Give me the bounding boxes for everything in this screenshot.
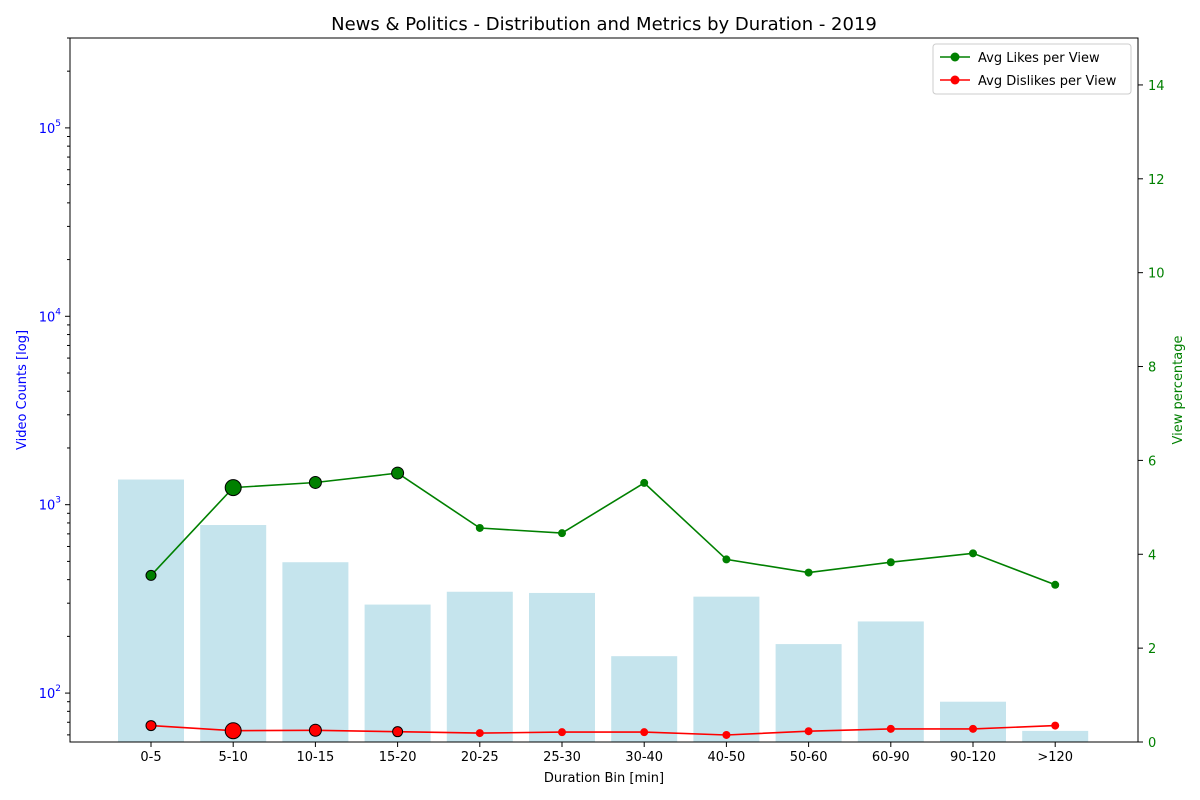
x-tick-label: 40-50 xyxy=(708,750,746,765)
series-1-point xyxy=(224,722,242,740)
x-tick-label: 90-120 xyxy=(950,750,996,765)
series-1-point xyxy=(804,727,813,736)
y-left-tick-label: 105 xyxy=(39,119,61,137)
series-0-point xyxy=(886,558,895,567)
series-0-point xyxy=(1051,580,1060,589)
x-tick-label: 0-5 xyxy=(140,750,161,765)
series-0-point xyxy=(804,568,813,577)
series-1-point xyxy=(145,720,157,732)
series-1-point xyxy=(475,729,484,738)
bar-20-25 xyxy=(446,591,513,742)
y-left-axis-ticks: 102 103 104 105 xyxy=(39,37,70,736)
x-tick-label: 25-30 xyxy=(543,750,581,765)
y-right-axis-label: View percentage xyxy=(1171,336,1186,445)
series-0-point xyxy=(558,529,566,538)
lines-layer xyxy=(145,466,1060,740)
x-axis-label: Duration Bin [min] xyxy=(544,771,664,786)
y-right-tick-label: 4 xyxy=(1148,548,1156,563)
series-1-point xyxy=(722,730,731,739)
x-tick-label: 5-10 xyxy=(218,750,248,765)
y-left-axis-label: Video Counts [log] xyxy=(15,330,30,450)
x-axis-ticks: 0-5 5-10 10-15 15-20 20-25 25-30 30-40 40-50 50-… xyxy=(140,742,1073,765)
y-left-tick-label: 102 xyxy=(39,684,61,702)
y-right-tick-label: 0 xyxy=(1148,736,1156,751)
legend-box xyxy=(932,43,1132,95)
chart-title: News & Politics - Distribution and Metri… xyxy=(331,14,877,35)
series-line-1 xyxy=(150,724,1056,736)
x-tick-label: 50-60 xyxy=(790,750,828,765)
bar-0-5 xyxy=(118,479,184,742)
bar-90-120 xyxy=(940,701,1006,742)
bar-5-10 xyxy=(200,525,267,742)
bar-60-90 xyxy=(857,621,924,742)
series-1-point xyxy=(558,728,566,737)
x-tick-label: >120 xyxy=(1037,750,1073,765)
legend-likes-marker xyxy=(950,52,960,62)
x-tick-label: 60-90 xyxy=(872,750,910,765)
y-right-tick-label: 2 xyxy=(1148,642,1156,657)
series-1-point xyxy=(392,726,404,738)
plot-frame xyxy=(69,37,1139,743)
series-0-point xyxy=(969,549,977,558)
series-line-0 xyxy=(150,472,1056,586)
x-tick-label: 20-25 xyxy=(461,750,499,765)
bar-40-50 xyxy=(693,596,760,742)
y-right-tick-label: 12 xyxy=(1148,173,1165,188)
legend: Avg Likes per View Avg Dislikes per View xyxy=(932,43,1132,95)
bar-15-20 xyxy=(364,604,431,742)
y-right-tick-label: 14 xyxy=(1148,79,1165,94)
x-tick-label: 10-15 xyxy=(297,750,335,765)
y-right-tick-label: 8 xyxy=(1148,361,1156,376)
series-1-point xyxy=(969,724,977,733)
legend-dislikes-marker xyxy=(950,75,960,85)
bar-25-30 xyxy=(529,592,595,742)
series-0-point xyxy=(391,466,405,480)
series-0-point xyxy=(224,479,242,497)
bar->120 xyxy=(1022,730,1089,742)
series-0-point xyxy=(308,475,322,489)
series-1-point xyxy=(1051,721,1060,730)
bar-50-60 xyxy=(775,644,842,742)
y-right-tick-label: 10 xyxy=(1148,267,1165,282)
y-left-tick-label: 103 xyxy=(39,496,61,514)
series-0-point xyxy=(722,555,731,564)
legend-likes-label: Avg Likes per View xyxy=(978,51,1100,66)
series-0-point xyxy=(145,569,157,581)
y-left-tick-label: 104 xyxy=(39,307,62,325)
series-0-point xyxy=(475,523,484,532)
series-1-point xyxy=(640,728,649,737)
y-right-axis-ticks: 0 2 4 6 8 10 12 14 xyxy=(1138,79,1165,751)
bar-30-40 xyxy=(611,656,678,742)
series-0-point xyxy=(640,478,649,487)
legend-dislikes-label: Avg Dislikes per View xyxy=(978,74,1117,89)
series-1-point xyxy=(886,724,895,733)
x-tick-label: 30-40 xyxy=(625,750,663,765)
x-tick-label: 15-20 xyxy=(379,750,417,765)
bars-layer xyxy=(118,479,1089,742)
bar-10-15 xyxy=(282,562,349,742)
series-1-point xyxy=(308,723,322,737)
y-right-tick-label: 6 xyxy=(1148,454,1156,469)
